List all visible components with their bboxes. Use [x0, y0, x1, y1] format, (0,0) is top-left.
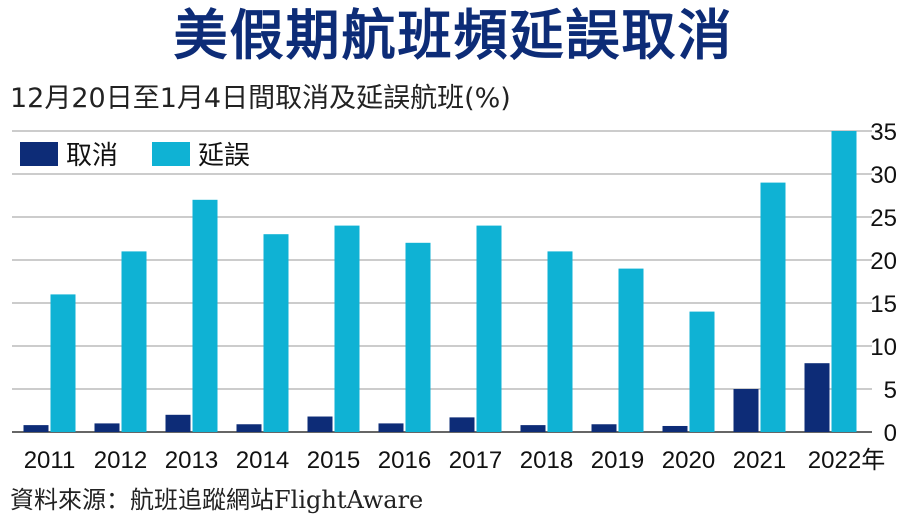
bar-delay: [689, 311, 715, 432]
bar-cancel: [378, 423, 404, 432]
x-tick-label: 2017: [449, 447, 502, 474]
x-tick-label: 2018: [520, 447, 573, 474]
bar-delay: [334, 225, 360, 432]
x-tick-label: 2019: [591, 447, 644, 474]
legend-swatch-delay: [152, 142, 190, 166]
bar-cancel: [94, 423, 120, 432]
x-tick-label: 2016: [378, 447, 431, 474]
bar-delay: [263, 234, 289, 432]
x-tick-label: 2015: [307, 447, 360, 474]
x-tick-label: 2012: [94, 447, 147, 474]
y-tick-label: 25: [870, 205, 897, 232]
bar-cancel: [165, 414, 191, 432]
source-note: 資料來源：航班追蹤網站FlightAware: [10, 486, 424, 514]
y-tick-label: 15: [870, 291, 897, 318]
chart-title: 美假期航班頻延誤取消: [173, 4, 734, 67]
bar-cancel: [449, 417, 475, 432]
x-tick-label: 2014: [236, 447, 289, 474]
bar-cancel: [662, 425, 688, 432]
y-tick-label: 10: [870, 334, 897, 361]
bar-cancel: [23, 425, 49, 432]
bar-delay: [831, 131, 857, 432]
y-tick-label: 20: [870, 248, 897, 275]
legend-swatch-cancel: [20, 142, 58, 166]
bar-delay: [192, 199, 218, 432]
bar-cancel: [591, 424, 617, 432]
bar-delay: [405, 242, 431, 432]
bar-delay: [50, 294, 76, 432]
bar-delay: [618, 268, 644, 432]
legend: 取消 延誤: [20, 141, 250, 171]
x-tick-label: 2013: [165, 447, 218, 474]
bar-delay: [760, 182, 786, 432]
bar-cancel: [307, 416, 333, 432]
chart-subtitle: 12月20日至1月4日間取消及延誤航班(%): [10, 83, 511, 114]
bar-delay: [476, 225, 502, 432]
bar-cancel: [804, 363, 830, 432]
bars: [23, 131, 857, 432]
legend-label-delay: 延誤: [198, 141, 250, 171]
x-tick-label: 2021: [733, 447, 786, 474]
y-tick-label: 0: [884, 420, 897, 447]
legend-label-cancel: 取消: [66, 141, 118, 171]
bar-cancel: [520, 425, 546, 432]
x-tick-label: 2011: [24, 447, 76, 474]
bar-cancel: [236, 424, 262, 432]
x-tick-label: 2020: [662, 447, 715, 474]
y-tick-label: 30: [870, 162, 897, 189]
x-axis-ticks: 2011 2012 2013 2014 2015 2016 2017 2018 2019 2020…: [24, 447, 886, 474]
bar-delay: [121, 251, 147, 432]
bar-cancel: [733, 389, 759, 432]
x-tick-label: 2022年: [808, 447, 885, 474]
bar-delay: [547, 251, 573, 432]
gridlines: [12, 130, 872, 433]
y-axis-ticks: 0 5 10 15 20 25 30 35: [870, 119, 897, 447]
y-tick-label: 35: [870, 119, 897, 146]
y-tick-label: 5: [884, 377, 897, 404]
